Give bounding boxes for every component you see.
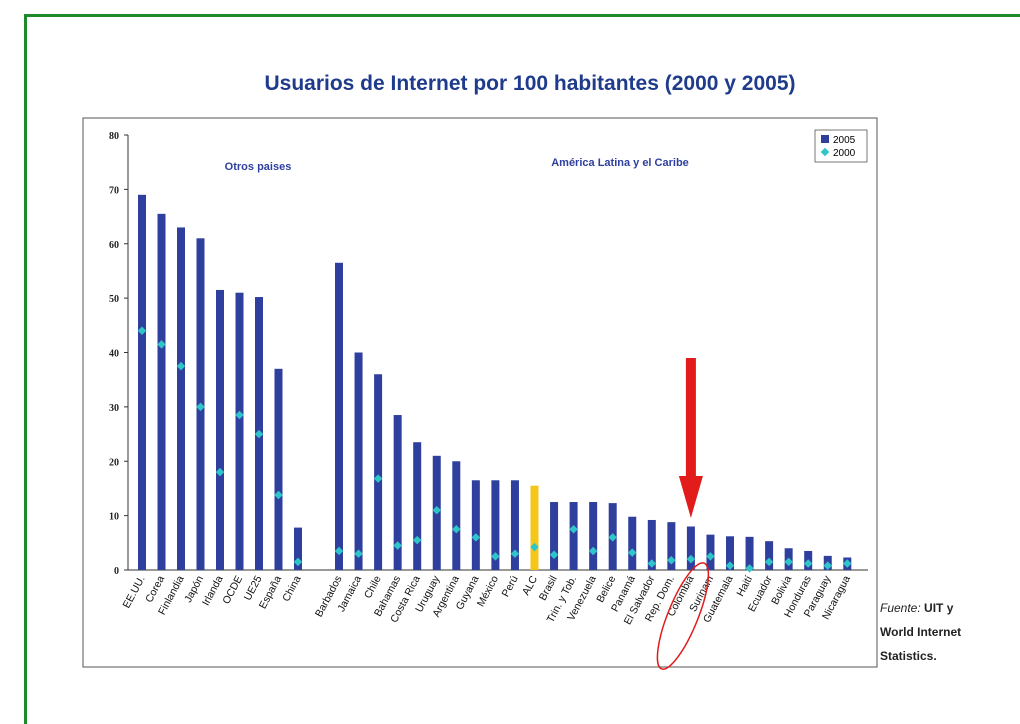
marker-2000 [549, 550, 559, 560]
bar-2005 [216, 289, 224, 570]
bar-2005 [235, 292, 244, 570]
bar-2005 [471, 480, 480, 570]
bar-2005 [569, 502, 578, 570]
arrow-shaft [685, 358, 696, 478]
marker-2000 [354, 549, 363, 558]
marker-2000 [274, 490, 283, 500]
bar-2005 [628, 516, 637, 570]
marker-2000 [588, 546, 598, 556]
marker-2000 [334, 546, 344, 556]
marker-2000 [235, 410, 244, 420]
y-tick-label: 70 [109, 185, 119, 196]
bar-2005 [138, 194, 146, 570]
arrow-head [678, 476, 703, 518]
y-tick-label: 60 [109, 240, 119, 251]
marker-2000 [764, 557, 774, 567]
marker-2000 [137, 326, 147, 335]
bar-2005 [765, 541, 774, 570]
y-tick-label: 80 [109, 131, 119, 142]
source-text-1: UIT y [924, 601, 954, 615]
bar-2005 [413, 442, 422, 570]
marker-2000 [745, 564, 754, 573]
bar-2005 [274, 368, 283, 570]
bar-2005 [745, 536, 754, 570]
y-tick-label: 50 [109, 294, 119, 305]
source-label: Fuente: [880, 601, 921, 615]
legend-label-2005: 2005 [833, 135, 856, 146]
marker-2000 [196, 402, 205, 412]
marker-2000 [843, 559, 852, 568]
annotation [656, 358, 710, 670]
marker-2000 [706, 552, 715, 561]
marker-2000 [393, 541, 402, 550]
source-note: Fuente: UIT y World Internet Statistics. [880, 596, 961, 668]
marker-2000 [176, 361, 186, 371]
bar-2005 [157, 213, 166, 570]
bar-2005 [177, 227, 185, 570]
y-tick-label: 10 [109, 512, 119, 523]
bar-2005 [510, 480, 519, 570]
source-text-3: Statistics. [880, 649, 937, 663]
marker-2000 [471, 533, 481, 542]
marker-2000 [373, 474, 383, 483]
y-tick-label: 20 [109, 457, 119, 468]
marker-2000 [254, 429, 264, 439]
marker-2000 [823, 561, 832, 570]
marker-2000 [215, 467, 225, 477]
bar-2005 [589, 502, 598, 570]
marker-2000 [157, 340, 166, 349]
marker-2000 [293, 557, 303, 567]
bar-2005 [335, 262, 343, 570]
bar-2005 [491, 480, 500, 570]
bar-2005 [294, 527, 302, 570]
legend-swatch-2005 [821, 135, 829, 143]
marker-2000 [667, 555, 676, 565]
bar-2005 [647, 519, 656, 570]
legend: 2005 2000 [814, 129, 868, 163]
group-label-otros: Otros paises [225, 161, 292, 173]
highlight-ellipse [656, 562, 710, 670]
y-tick-label: 0 [114, 566, 119, 577]
legend-label-2000: 2000 [833, 148, 856, 159]
chart-title: Usuarios de Internet por 100 habitantes … [264, 72, 796, 95]
marker-2000 [412, 535, 422, 545]
bar-2005 [374, 374, 383, 570]
bar-2005 [686, 526, 695, 570]
y-tick-label: 30 [109, 403, 119, 414]
marker-2000 [530, 542, 539, 552]
y-tick-label: 40 [109, 349, 119, 360]
bar-2005 [667, 522, 676, 570]
marker-2000 [647, 559, 657, 568]
marker-2000 [569, 524, 578, 534]
bar-2005 [530, 485, 539, 570]
markers-2000 [137, 326, 852, 573]
bar-2005 [354, 352, 363, 570]
bar-2005 [550, 502, 559, 570]
marker-2000 [686, 554, 696, 564]
marker-2000 [803, 559, 813, 568]
marker-2000 [432, 505, 441, 515]
marker-2000 [452, 524, 461, 534]
marker-2000 [784, 557, 793, 567]
bar-2005 [726, 536, 734, 570]
slide-frame [24, 14, 1020, 724]
marker-2000 [725, 561, 735, 570]
group-label-alc: América Latina y el Caribe [551, 157, 689, 169]
marker-2000 [608, 533, 617, 542]
chart-frame [82, 117, 878, 668]
marker-2000 [628, 548, 637, 557]
source-text-2: World Internet [880, 625, 962, 639]
bar-2005 [452, 461, 461, 570]
bar-2005 [393, 415, 402, 570]
marker-2000 [491, 552, 500, 561]
